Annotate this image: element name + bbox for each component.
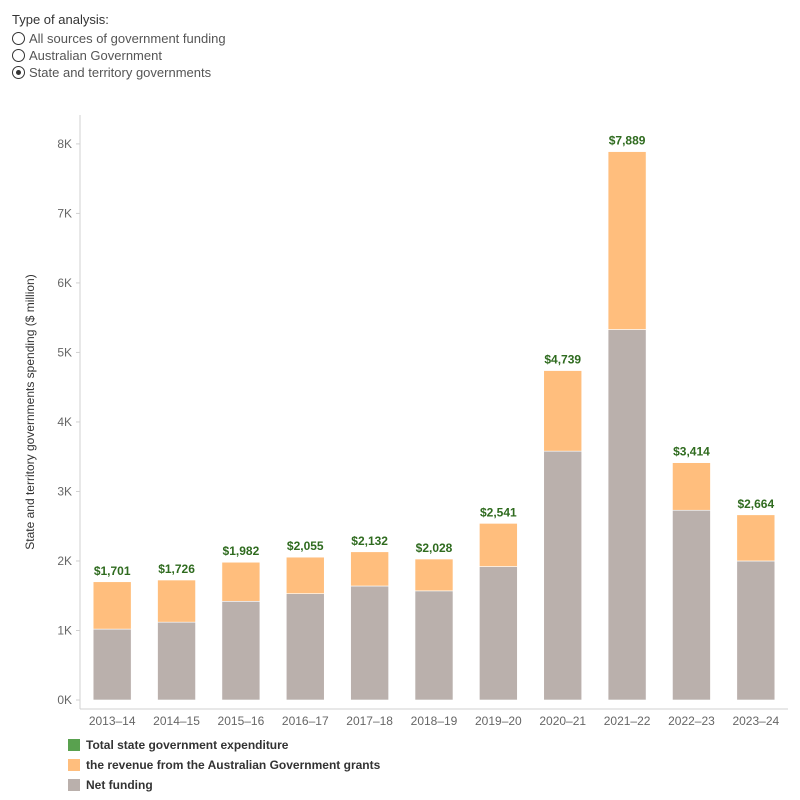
y-tick-label: 4K [57, 415, 72, 429]
radio-label-state-territory: State and territory governments [29, 65, 212, 80]
x-tick-label: 2021–22 [604, 714, 651, 728]
legend-item-total[interactable]: Total state government expenditure [68, 735, 380, 755]
y-tick-label: 2K [57, 554, 72, 568]
radio-option-all-sources[interactable]: All sources of government funding [12, 30, 226, 47]
legend-label-net: Net funding [86, 778, 153, 792]
bar-segment-net-funding [350, 585, 389, 701]
bar-segment-grants [479, 523, 518, 567]
y-tick-label: 7K [57, 206, 72, 220]
stacked-bar-chart: 0K 1K 2K 3K 4K 5K 6K 7K 8K 2013–14 2014–15 2015–16… [23, 115, 788, 728]
bar-segment-net-funding [157, 621, 196, 701]
radio-button-state-territory[interactable] [12, 66, 25, 79]
legend-item-net[interactable]: Net funding [68, 775, 380, 795]
radio-label-australian-government: Australian Government [29, 48, 162, 63]
total-data-label: $2,541 [480, 505, 517, 519]
bar-segment-grants [350, 551, 389, 587]
x-tick-label: 2020–21 [539, 714, 586, 728]
y-axis-label: State and territory governments spending… [23, 274, 37, 549]
total-data-label: $1,726 [158, 562, 195, 576]
total-data-label: $2,132 [351, 534, 388, 548]
bar-segment-net-funding [672, 509, 711, 701]
analysis-type-filter: Type of analysis: All sources of governm… [12, 12, 226, 81]
y-tick-label: 5K [57, 345, 72, 359]
total-data-label: $1,701 [94, 564, 131, 578]
total-data-label: $4,739 [544, 353, 581, 367]
bars [92, 151, 776, 701]
legend-swatch-net [68, 779, 80, 791]
legend-item-grants[interactable]: the revenue from the Australian Governme… [68, 755, 380, 775]
bar-segment-net-funding [414, 590, 454, 701]
bar-segment-grants [672, 462, 711, 511]
x-tick-label: 2015–16 [218, 714, 265, 728]
bar-segment-grants [157, 579, 196, 623]
total-labels: $1,701 $1,726 $1,982 $2,055 $2,132 $2,028 $2,5… [94, 134, 775, 578]
bar-segment-grants [221, 561, 261, 602]
y-tick-label: 8K [57, 137, 72, 151]
legend-label-total: Total state government expenditure [86, 738, 289, 752]
radio-option-australian-government[interactable]: Australian Government [12, 47, 226, 64]
bar-segment-net-funding [607, 329, 647, 701]
bar-segment-net-funding [479, 566, 518, 701]
x-tick-label: 2022–23 [668, 714, 715, 728]
legend-swatch-total [68, 739, 80, 751]
y-tick-label: 6K [57, 276, 72, 290]
x-tick-label: 2014–15 [153, 714, 200, 728]
bar-segment-grants [736, 514, 776, 562]
bar-segment-net-funding [221, 600, 261, 701]
legend-swatch-grants [68, 759, 80, 771]
filter-title: Type of analysis: [12, 12, 109, 27]
legend-label-grants: the revenue from the Australian Governme… [86, 758, 381, 772]
bar-segment-net-funding [285, 593, 325, 701]
bar-segment-grants [543, 370, 583, 452]
x-tick-label: 2018–19 [411, 714, 458, 728]
x-axis: 2013–14 2014–15 2015–16 2016–17 2017–18 2018–… [80, 708, 788, 728]
total-data-label: $2,664 [737, 497, 774, 511]
total-data-label: $1,982 [223, 544, 260, 558]
bar-segment-grants [414, 558, 454, 592]
y-tick-label: 0K [57, 693, 72, 707]
bar-segment-grants [607, 151, 647, 330]
radio-option-state-territory[interactable]: State and territory governments [12, 64, 226, 81]
y-tick-label: 3K [57, 484, 72, 498]
bar-segment-grants [92, 581, 132, 630]
x-tick-label: 2023–24 [732, 714, 779, 728]
total-data-label: $7,889 [609, 134, 646, 148]
y-axis: 0K 1K 2K 3K 4K 5K 6K 7K 8K [57, 115, 81, 709]
bar-segment-net-funding [543, 450, 583, 701]
x-tick-label: 2013–14 [89, 714, 136, 728]
bar-segment-grants [285, 556, 325, 594]
bar-segment-net-funding [92, 628, 132, 701]
radio-button-all-sources[interactable] [12, 32, 25, 45]
radio-button-australian-government[interactable] [12, 49, 25, 62]
x-tick-label: 2017–18 [346, 714, 393, 728]
total-data-label: $2,028 [416, 541, 453, 555]
legend: Total state government expenditure the r… [68, 735, 380, 795]
radio-label-all-sources: All sources of government funding [29, 31, 226, 46]
total-data-label: $3,414 [673, 445, 710, 459]
y-tick-label: 1K [57, 623, 72, 637]
x-tick-label: 2019–20 [475, 714, 522, 728]
bar-segment-net-funding [736, 560, 776, 701]
x-tick-label: 2016–17 [282, 714, 329, 728]
total-data-label: $2,055 [287, 539, 324, 553]
